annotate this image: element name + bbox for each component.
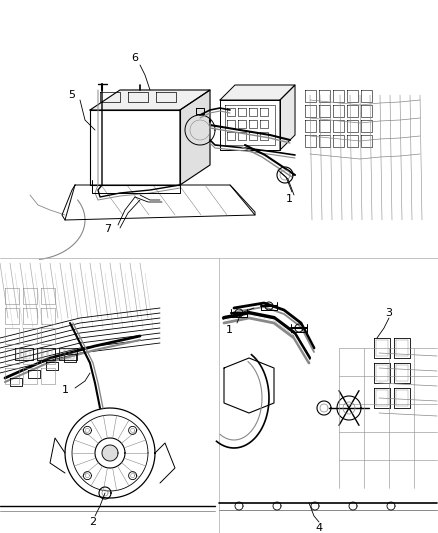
- Text: 1: 1: [226, 325, 233, 335]
- Polygon shape: [220, 85, 295, 100]
- Text: 6: 6: [131, 53, 138, 63]
- Text: 7: 7: [104, 224, 112, 234]
- Text: 4: 4: [315, 523, 322, 533]
- Text: 1: 1: [286, 194, 293, 204]
- Polygon shape: [102, 445, 118, 461]
- Text: 5: 5: [68, 90, 75, 100]
- Polygon shape: [280, 85, 295, 150]
- Polygon shape: [180, 90, 210, 185]
- Polygon shape: [90, 90, 210, 110]
- Text: 3: 3: [385, 308, 392, 318]
- Text: 2: 2: [89, 517, 96, 527]
- Text: 1: 1: [61, 385, 68, 395]
